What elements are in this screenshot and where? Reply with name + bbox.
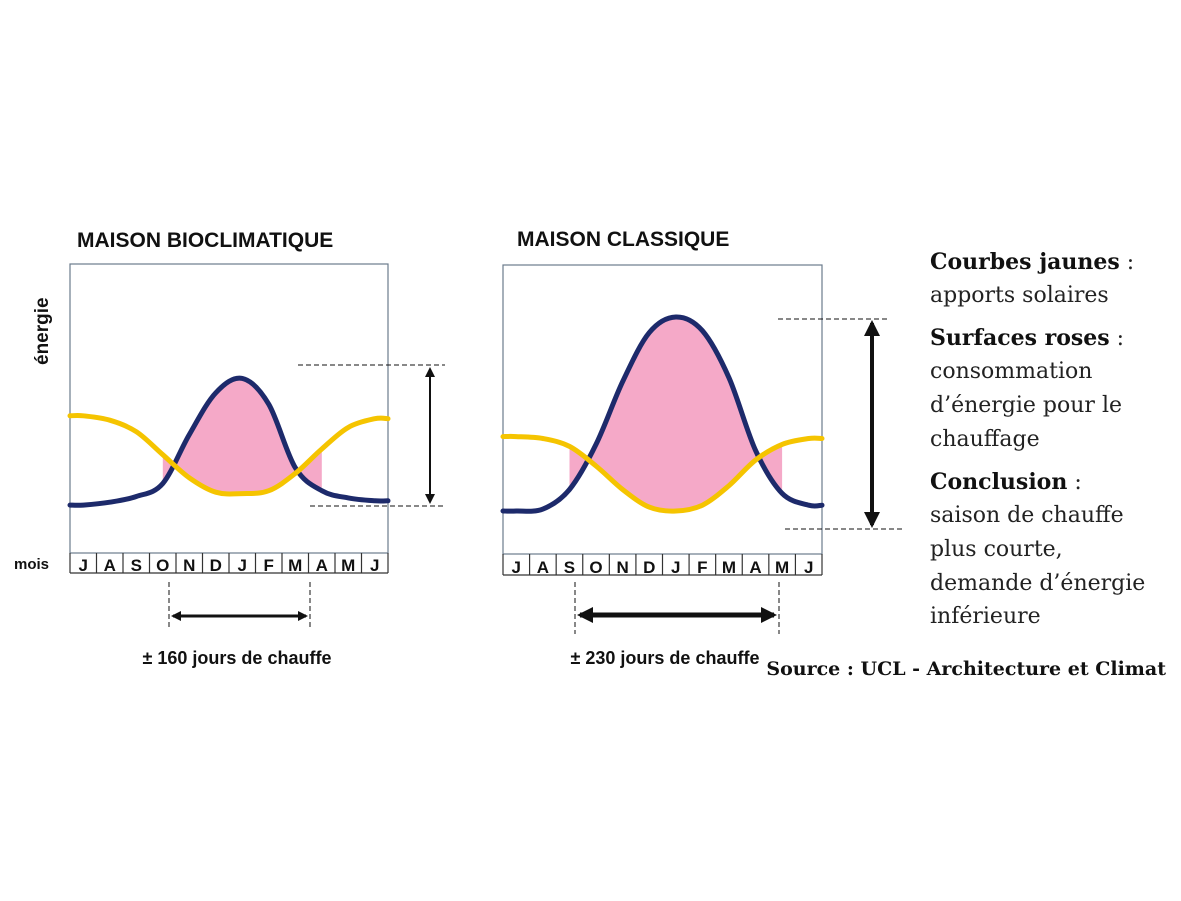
heating-energy-area xyxy=(569,316,783,512)
month-tick-label: A xyxy=(537,558,549,577)
legend-pink-text-2: d’énergie pour le xyxy=(930,393,1122,418)
month-tick-label: J xyxy=(804,558,813,577)
month-tick-label: J xyxy=(512,558,521,577)
energy-demand-line xyxy=(67,375,391,508)
x-axis-label: mois xyxy=(14,556,49,573)
legend-block: Courbes jaunes : apports solaires Surfac… xyxy=(930,249,1145,629)
month-tick-label: A xyxy=(104,556,116,575)
month-tick-label: D xyxy=(210,556,222,575)
legend-conclusion-text-4: inférieure xyxy=(930,604,1041,629)
month-tick-label: A xyxy=(749,558,761,577)
month-tick-label: J xyxy=(238,556,247,575)
month-tick-label: N xyxy=(183,556,195,575)
legend-pink-heading: Surfaces roses : xyxy=(930,325,1124,351)
legend-conclusion-heading: Conclusion : xyxy=(930,469,1082,495)
month-tick-label: F xyxy=(264,556,274,575)
month-tick-label: M xyxy=(341,556,355,575)
legend-pink-text-3: chauffage xyxy=(930,427,1040,452)
month-tick-label: M xyxy=(775,558,789,577)
legend-conclusion-text-3: demande d’énergie xyxy=(930,571,1145,596)
month-tick-label: F xyxy=(697,558,707,577)
month-tick-label: O xyxy=(589,558,602,577)
month-tick-label: S xyxy=(131,556,142,575)
legend-pink-text-1: consommation xyxy=(930,359,1092,384)
source-credit: Source : UCL - Architecture et Climat xyxy=(766,658,1166,680)
legend-conclusion-text-1: saison de chauffe xyxy=(930,503,1124,528)
month-tick-label: M xyxy=(722,558,736,577)
chart-title-classique: MAISON CLASSIQUE xyxy=(517,228,729,251)
legend-yellow-heading: Courbes jaunes : xyxy=(930,249,1134,275)
y-axis-label: énergie xyxy=(32,297,53,365)
energy-demand-line xyxy=(500,314,825,514)
month-tick-label: J xyxy=(370,556,379,575)
month-tick-label: J xyxy=(79,556,88,575)
month-tick-label: O xyxy=(156,556,169,575)
legend-conclusion-text-2: plus courte, xyxy=(930,537,1063,562)
chart-title-bioclimatique: MAISON BIOCLIMATIQUE xyxy=(77,229,333,252)
solar-gain-line xyxy=(500,433,825,514)
month-tick-label: A xyxy=(316,556,328,575)
month-tick-label: D xyxy=(643,558,655,577)
month-tick-label: N xyxy=(616,558,628,577)
month-tick-label: M xyxy=(288,556,302,575)
month-tick-label: J xyxy=(671,558,680,577)
month-tick-label: S xyxy=(564,558,575,577)
heating-energy-area xyxy=(162,378,322,494)
legend-yellow-text: apports solaires xyxy=(930,283,1109,308)
heating-days-label: ± 230 jours de chauffe xyxy=(571,648,760,668)
solar-gain-line xyxy=(67,412,391,497)
heating-days-label: ± 160 jours de chauffe xyxy=(143,648,332,668)
